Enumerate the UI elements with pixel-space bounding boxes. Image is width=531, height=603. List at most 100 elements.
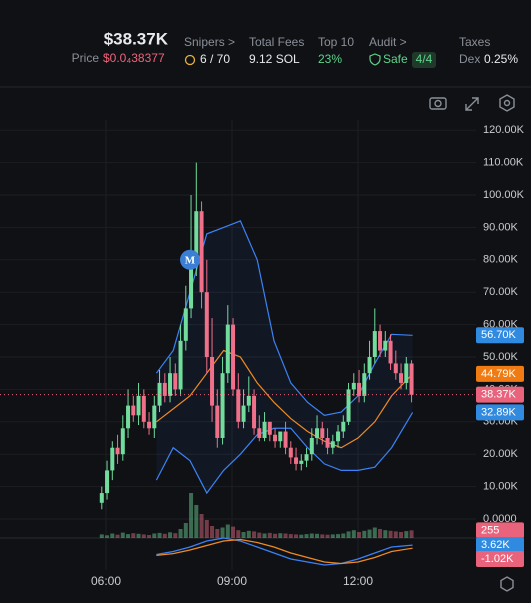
volume-bar: [241, 532, 246, 538]
candle-body: [220, 373, 225, 438]
volume-bar: [162, 533, 167, 538]
candle-body: [399, 373, 404, 383]
volume-bar: [194, 505, 199, 538]
volume-bar: [173, 533, 178, 538]
candle-body: [252, 395, 257, 429]
candle-body: [346, 389, 351, 422]
volume-bar: [105, 535, 110, 538]
candle-body: [278, 431, 283, 442]
volume-bar: [393, 531, 398, 538]
volume-bar: [157, 532, 162, 538]
settings-icon[interactable]: [500, 576, 514, 592]
volume-bar: [178, 529, 183, 538]
candle-body: [273, 434, 278, 442]
volume-bar: [320, 534, 325, 538]
candle-body: [341, 421, 346, 432]
volume-bar: [168, 532, 173, 538]
candle-body: [409, 363, 414, 395]
volume-bar: [404, 531, 409, 538]
candle-body: [141, 395, 146, 422]
volume-bar: [357, 532, 362, 538]
candle-body: [246, 395, 251, 406]
marker: [180, 249, 200, 270]
stat-value: 9.12 SOL: [249, 52, 300, 66]
candle-body: [351, 382, 356, 390]
band-lower: [155, 412, 414, 495]
volume-bar: [362, 530, 367, 538]
volume-bar: [136, 533, 141, 538]
volume-bar: [120, 532, 125, 538]
volume-bar: [346, 531, 351, 538]
market-cap: $38.37K: [104, 29, 169, 48]
candle-body: [225, 324, 230, 374]
price-tag: [476, 404, 524, 421]
volume-bar: [147, 535, 152, 538]
candle-body: [241, 405, 246, 422]
candle-body: [189, 259, 194, 309]
volume-bar: [183, 523, 188, 538]
price: $0.0₄38377: [103, 51, 165, 65]
y-tick-label: 110.00K: [483, 157, 524, 169]
volume-bar: [126, 534, 131, 538]
price-tag: [476, 386, 524, 403]
volume-bar: [257, 532, 262, 538]
volume-bar: [383, 530, 388, 538]
candle-body: [372, 331, 377, 357]
price-tag: [476, 522, 524, 539]
volume-bar: [378, 529, 383, 538]
candle-body: [204, 292, 209, 357]
y-tick-label: 120.00K: [483, 124, 525, 136]
candle-body: [283, 431, 288, 448]
volume-bar: [131, 533, 136, 538]
y-tick-label: 80.00K: [483, 254, 519, 266]
sniper-icon: [184, 54, 196, 66]
volume-bar: [273, 533, 278, 538]
candle-body: [330, 441, 335, 448]
candle-body: [288, 447, 293, 458]
macd-signal: [156, 538, 413, 565]
volume-bar: [115, 534, 120, 538]
volume-bar: [141, 534, 146, 538]
stat-value: Safe: [383, 52, 408, 66]
volume-bar: [304, 534, 309, 538]
candle-body: [168, 373, 173, 396]
candle-body: [336, 431, 341, 442]
stat-label: Top 10: [318, 35, 354, 49]
volume-bar: [341, 533, 346, 538]
badge-bg: [412, 52, 436, 68]
candle-body: [178, 340, 183, 390]
price-tag: [476, 327, 524, 344]
volume-bar: [283, 533, 288, 538]
stat-label[interactable]: Audit >: [369, 35, 407, 49]
settings-dot: [503, 99, 511, 107]
candle-body: [299, 460, 304, 464]
candle-body: [105, 470, 110, 494]
volume-bar: [409, 530, 414, 538]
candle-body: [320, 428, 325, 438]
y-tick-label: 20.00K: [483, 448, 519, 460]
candle-body: [294, 457, 299, 464]
candle-body: [210, 357, 215, 406]
candle-body: [325, 438, 330, 448]
candle-body: [136, 395, 141, 416]
volume-bar: [152, 533, 157, 538]
band-middle: [156, 349, 414, 449]
stat-value: 6 / 70: [200, 52, 230, 66]
volume-bar: [210, 526, 215, 538]
price-tag-label: 56.70K: [481, 329, 517, 341]
candle-body: [383, 340, 388, 351]
expand-icon[interactable]: [465, 97, 479, 111]
stat-label[interactable]: Snipers >: [184, 35, 235, 49]
camera-icon[interactable]: [429, 97, 447, 110]
y-tick-label: 50.00K: [483, 351, 519, 363]
price-tag-label: 3.62K: [481, 539, 510, 551]
settings-icon[interactable]: [499, 94, 515, 112]
price-tag-label: 255: [481, 524, 499, 536]
y-tick-label: 70.00K: [483, 286, 519, 298]
stat-value: 23%: [318, 52, 342, 66]
volume-bar: [372, 527, 377, 538]
price-label: Price: [72, 51, 100, 65]
volume-bar: [299, 534, 304, 538]
candle-body: [257, 428, 262, 438]
